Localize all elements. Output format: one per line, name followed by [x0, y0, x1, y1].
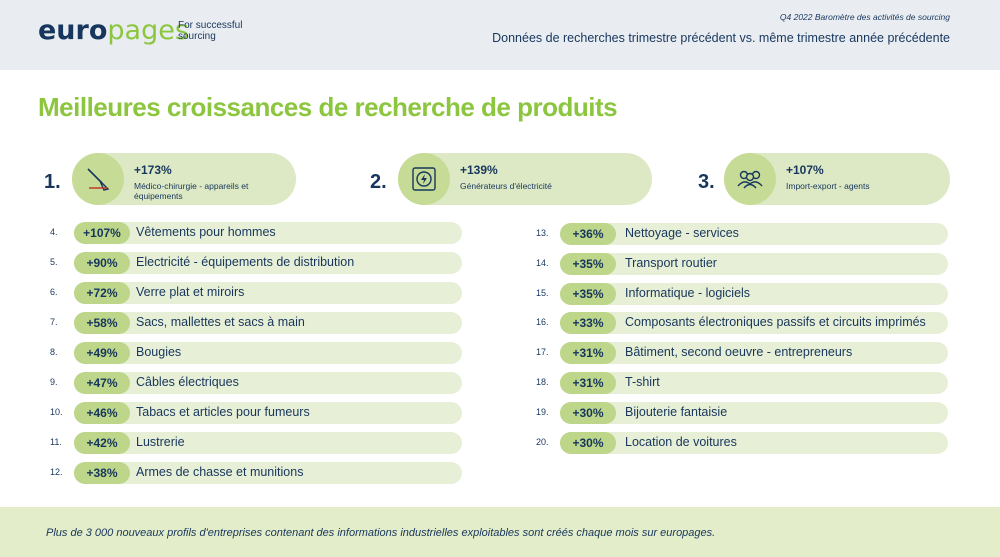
list-rank: 9. — [50, 377, 58, 387]
list-pct: +36% — [560, 223, 616, 245]
list-bar — [560, 312, 948, 334]
list-pct: +30% — [560, 402, 616, 424]
top-rank-2: 2. — [370, 171, 387, 193]
list-bar — [74, 372, 462, 394]
top-card-3: +107% Import-export - agents — [724, 153, 950, 205]
list-pct: +33% — [560, 312, 616, 334]
list-bar — [560, 402, 948, 424]
list-rank: 10. — [50, 407, 63, 417]
list-pct: +30% — [560, 432, 616, 454]
list-bar — [560, 432, 948, 454]
list-rank: 11. — [50, 437, 62, 447]
list-rank: 19. — [536, 407, 549, 417]
list-pct: +31% — [560, 372, 616, 394]
list-label: Verre plat et miroirs — [136, 285, 245, 299]
list-label: Transport routier — [625, 256, 717, 270]
list-rank: 15. — [536, 288, 549, 298]
list-bar — [74, 312, 462, 334]
list-bar — [74, 462, 462, 484]
list-bar — [74, 222, 462, 244]
list-pct: +31% — [560, 342, 616, 364]
list-bar — [560, 283, 948, 305]
europages-logo[interactable]: europages — [38, 16, 189, 46]
people-group-icon — [724, 153, 776, 205]
list-label: Armes de chasse et munitions — [136, 465, 304, 479]
list-bar — [74, 282, 462, 304]
list-pct: +46% — [74, 402, 130, 424]
top-label-1: Médico-chirurgie - appareils et équipeme… — [134, 181, 249, 201]
list-bar — [560, 253, 948, 275]
list-rank: 13. — [536, 228, 549, 238]
list-label: Informatique - logiciels — [625, 286, 751, 300]
list-pct: +35% — [560, 283, 616, 305]
list-label: Bijouterie fantaisie — [625, 405, 728, 419]
footer-band: Plus de 3 000 nouveaux profils d'entrepr… — [0, 507, 1000, 557]
list-bar — [74, 342, 462, 364]
list-rank: 16. — [536, 317, 549, 327]
top-pct-2: +139% — [460, 163, 498, 177]
tagline: For successful sourcing — [178, 20, 243, 42]
top-rank-1: 1. — [44, 171, 61, 193]
list-pct: +72% — [74, 282, 130, 304]
list-bar — [74, 252, 462, 274]
list-bar — [560, 342, 948, 364]
list-bar — [74, 402, 462, 424]
top-rank-3: 3. — [698, 171, 715, 193]
top-pct-1: +173% — [134, 163, 172, 177]
list-label: Bâtiment, second oeuvre - entrepreneurs — [625, 345, 853, 359]
top-label-3: Import-export - agents — [786, 181, 870, 191]
top-card-2: +139% Générateurs d'électricité — [398, 153, 652, 205]
list-label: Câbles électriques — [136, 375, 239, 389]
page-title: Meilleures croissances de recherche de p… — [38, 92, 618, 122]
list-label: Lustrerie — [136, 435, 185, 449]
list-label: Location de voitures — [625, 435, 737, 449]
logo-part-euro: euro — [38, 15, 108, 46]
report-label: Q4 2022 Baromètre des activités de sourc… — [779, 12, 950, 22]
list-label: T-shirt — [625, 375, 660, 389]
list-pct: +38% — [74, 462, 130, 484]
report-subtitle: Données de recherches trimestre précéden… — [492, 31, 950, 45]
list-rank: 5. — [50, 257, 58, 267]
list-label: Composants électroniques passifs et circ… — [625, 315, 926, 329]
list-pct: +42% — [74, 432, 130, 454]
list-rank: 12. — [50, 467, 63, 477]
top-pct-3: +107% — [786, 163, 824, 177]
list-rank: 7. — [50, 317, 58, 327]
list-pct: +107% — [74, 222, 130, 244]
list-label: Bougies — [136, 345, 182, 359]
footer-text: Plus de 3 000 nouveaux profils d'entrepr… — [46, 527, 716, 539]
scalpel-icon — [72, 153, 124, 205]
list-bar — [560, 223, 948, 245]
list-rank: 8. — [50, 347, 58, 357]
list-label: Nettoyage - services — [625, 226, 739, 240]
list-pct: +90% — [74, 252, 130, 274]
list-pct: +58% — [74, 312, 130, 334]
list-pct: +49% — [74, 342, 130, 364]
top-card-1: +173% Médico-chirurgie - appareils et éq… — [72, 153, 296, 205]
list-label: Electricité - équipements de distributio… — [136, 255, 355, 269]
list-pct: +35% — [560, 253, 616, 275]
power-generator-icon — [398, 153, 450, 205]
list-rank: 18. — [536, 377, 549, 387]
list-bar — [560, 372, 948, 394]
top-label-2: Générateurs d'électricité — [460, 181, 552, 191]
header-band: europages For successful sourcing Q4 202… — [0, 0, 1000, 70]
list-rank: 4. — [50, 227, 58, 237]
list-rank: 20. — [536, 437, 549, 447]
list-rank: 6. — [50, 287, 58, 297]
list-label: Tabacs et articles pour fumeurs — [136, 405, 310, 419]
list-rank: 14. — [536, 258, 549, 268]
list-label: Sacs, mallettes et sacs à main — [136, 315, 305, 329]
list-rank: 17. — [536, 347, 549, 357]
list-label: Vêtements pour hommes — [136, 225, 276, 239]
list-pct: +47% — [74, 372, 130, 394]
list-bar — [74, 432, 462, 454]
logo-part-pages: pages — [107, 15, 189, 46]
